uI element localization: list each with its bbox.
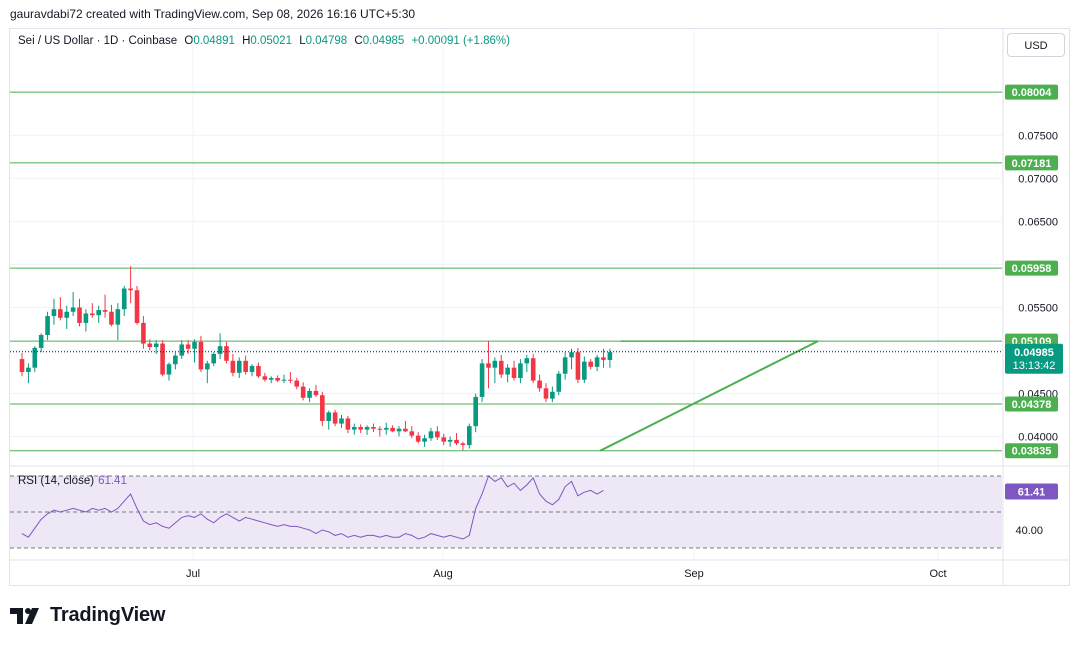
high-value: 0.05021 [250,35,292,47]
low-label: L [299,35,306,47]
tradingview-logo-text: TradingView [50,604,166,626]
tradingview-logo[interactable]: TradingView [10,604,165,627]
chart-frame [9,28,1070,586]
rsi-legend-value: 61.41 [98,475,127,487]
currency-button[interactable]: USD [1007,33,1065,57]
high-label: H [242,35,251,47]
rsi-label: RSI (14, close) [18,475,95,487]
change-value: +0.00091 (+1.86%) [411,35,510,47]
low-value: 0.04798 [305,35,348,47]
open-value: 0.04891 [193,35,235,47]
symbol-title[interactable]: Sei / US Dollar · 1D · Coinbase [18,35,178,47]
close-label: C [354,35,363,47]
rsi-legend[interactable]: RSI (14, close) 61.41 [18,475,127,487]
symbol-legend: Sei / US Dollar · 1D · Coinbase O0.04891… [18,35,510,47]
chart-credit: gauravdabi72 created with TradingView.co… [10,7,416,21]
tradingview-logo-icon [10,607,39,624]
open-label: O [184,35,194,47]
close-value: 0.04985 [362,35,405,47]
